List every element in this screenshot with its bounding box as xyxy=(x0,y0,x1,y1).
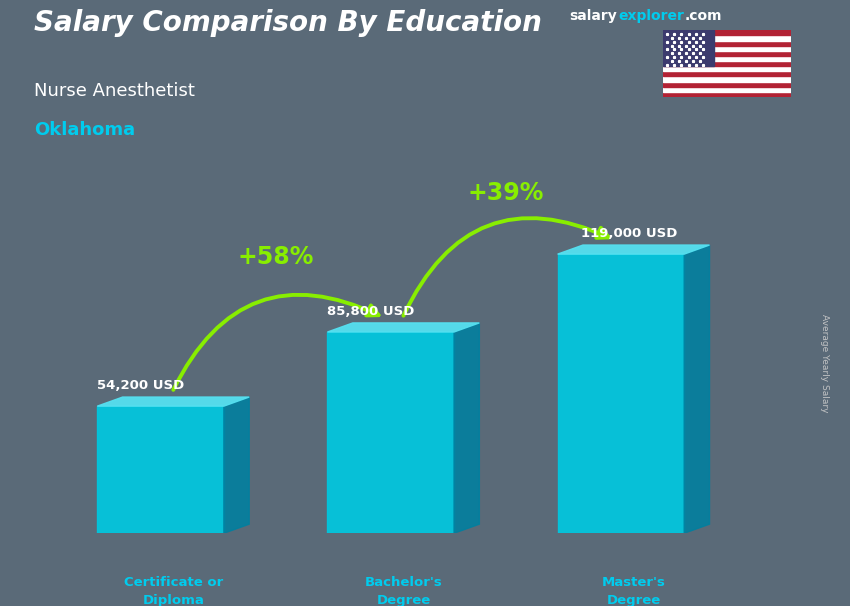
Text: .com: .com xyxy=(684,9,722,23)
Text: Master's
Degree: Master's Degree xyxy=(602,576,666,606)
Bar xyxy=(663,61,790,66)
Polygon shape xyxy=(558,245,710,254)
FancyArrowPatch shape xyxy=(404,218,609,316)
Polygon shape xyxy=(97,406,224,533)
Bar xyxy=(663,51,790,56)
Text: 85,800 USD: 85,800 USD xyxy=(327,305,415,318)
Bar xyxy=(663,45,790,51)
Polygon shape xyxy=(558,254,684,533)
Bar xyxy=(663,82,790,87)
Text: Average Yearly Salary: Average Yearly Salary xyxy=(819,315,829,413)
Bar xyxy=(663,56,790,61)
Polygon shape xyxy=(224,397,249,533)
Bar xyxy=(663,66,790,72)
Text: +39%: +39% xyxy=(468,181,544,205)
Text: Oklahoma: Oklahoma xyxy=(34,121,135,139)
Bar xyxy=(663,76,790,82)
Text: Nurse Anesthetist: Nurse Anesthetist xyxy=(34,82,195,100)
Polygon shape xyxy=(327,323,479,332)
Text: +58%: +58% xyxy=(237,245,314,269)
Bar xyxy=(663,35,790,41)
Polygon shape xyxy=(454,323,479,533)
Text: Certificate or
Diploma: Certificate or Diploma xyxy=(123,576,223,606)
Polygon shape xyxy=(684,245,710,533)
Bar xyxy=(663,30,714,66)
Bar xyxy=(663,92,790,97)
FancyArrowPatch shape xyxy=(173,295,378,390)
Text: salary: salary xyxy=(570,9,617,23)
Text: Bachelor's
Degree: Bachelor's Degree xyxy=(365,576,442,606)
Bar xyxy=(663,41,790,45)
Text: 54,200 USD: 54,200 USD xyxy=(97,379,184,392)
Polygon shape xyxy=(97,397,249,406)
Bar xyxy=(663,72,790,76)
Text: Salary Comparison By Education: Salary Comparison By Education xyxy=(34,9,542,37)
Text: explorer: explorer xyxy=(619,9,685,23)
Polygon shape xyxy=(327,332,454,533)
Bar xyxy=(663,87,790,92)
Text: 119,000 USD: 119,000 USD xyxy=(581,227,677,240)
Bar xyxy=(663,30,790,35)
